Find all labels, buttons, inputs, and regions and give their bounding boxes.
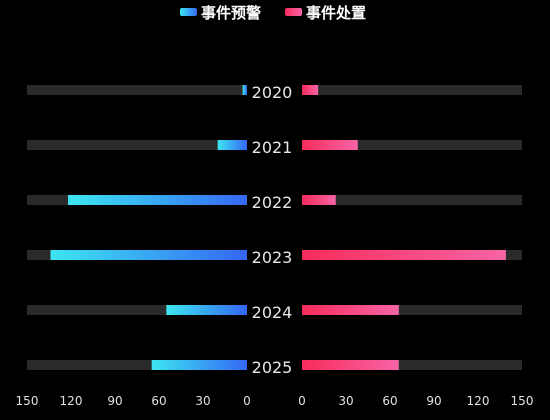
track-left bbox=[27, 305, 247, 315]
year-label: 2020 bbox=[252, 83, 293, 102]
bar-warning[interactable] bbox=[68, 195, 247, 205]
track-left bbox=[27, 360, 247, 370]
year-labels: 2020 2021 2022 2023 2024 2025 bbox=[252, 83, 293, 377]
legend-label-disposal: 事件处置 bbox=[306, 4, 366, 22]
bar-tracks bbox=[27, 85, 522, 370]
tick-label-right: 60 bbox=[382, 394, 397, 408]
tick-label-left: 0 bbox=[243, 394, 251, 408]
bar-warning[interactable] bbox=[151, 360, 247, 370]
legend-swatch-warning bbox=[180, 8, 197, 16]
legend-item-disposal[interactable]: 事件处置 bbox=[285, 4, 366, 22]
bar-disposal[interactable] bbox=[302, 250, 506, 260]
bar-warning[interactable] bbox=[242, 85, 247, 95]
tick-label-right: 90 bbox=[426, 394, 441, 408]
legend-label-warning: 事件预警 bbox=[201, 4, 261, 22]
year-label: 2023 bbox=[252, 248, 293, 267]
track-left bbox=[27, 85, 247, 95]
year-label: 2022 bbox=[252, 193, 293, 212]
tick-label-right: 0 bbox=[298, 394, 306, 408]
track-left bbox=[27, 140, 247, 150]
tick-label-left: 90 bbox=[107, 394, 122, 408]
tick-label-left: 120 bbox=[60, 394, 83, 408]
bar-disposal[interactable] bbox=[302, 360, 399, 370]
bars bbox=[50, 85, 506, 370]
legend-item-warning[interactable]: 事件预警 bbox=[180, 4, 261, 22]
bar-warning[interactable] bbox=[217, 140, 247, 150]
legend-swatch-disposal bbox=[285, 8, 302, 16]
year-label: 2021 bbox=[252, 138, 293, 157]
tick-label-left: 60 bbox=[151, 394, 166, 408]
track-right bbox=[302, 140, 522, 150]
bar-disposal[interactable] bbox=[302, 305, 399, 315]
tick-label-right: 150 bbox=[511, 394, 534, 408]
axis-ticks: 150 120 90 60 30 0 0 30 60 90 120 150 bbox=[16, 394, 534, 408]
track-right bbox=[302, 305, 522, 315]
tick-label-right: 120 bbox=[467, 394, 490, 408]
bar-disposal[interactable] bbox=[302, 85, 319, 95]
track-right bbox=[302, 360, 522, 370]
tick-label-left: 30 bbox=[195, 394, 210, 408]
bar-warning[interactable] bbox=[166, 305, 247, 315]
tick-label-left: 150 bbox=[16, 394, 39, 408]
year-label: 2024 bbox=[252, 303, 293, 322]
year-label: 2025 bbox=[252, 358, 293, 377]
tick-label-right: 30 bbox=[338, 394, 353, 408]
bar-disposal[interactable] bbox=[302, 195, 336, 205]
bar-warning[interactable] bbox=[50, 250, 247, 260]
track-right bbox=[302, 85, 522, 95]
bar-disposal[interactable] bbox=[302, 140, 358, 150]
track-right bbox=[302, 195, 522, 205]
legend: 事件预警 事件处置 bbox=[180, 4, 366, 22]
